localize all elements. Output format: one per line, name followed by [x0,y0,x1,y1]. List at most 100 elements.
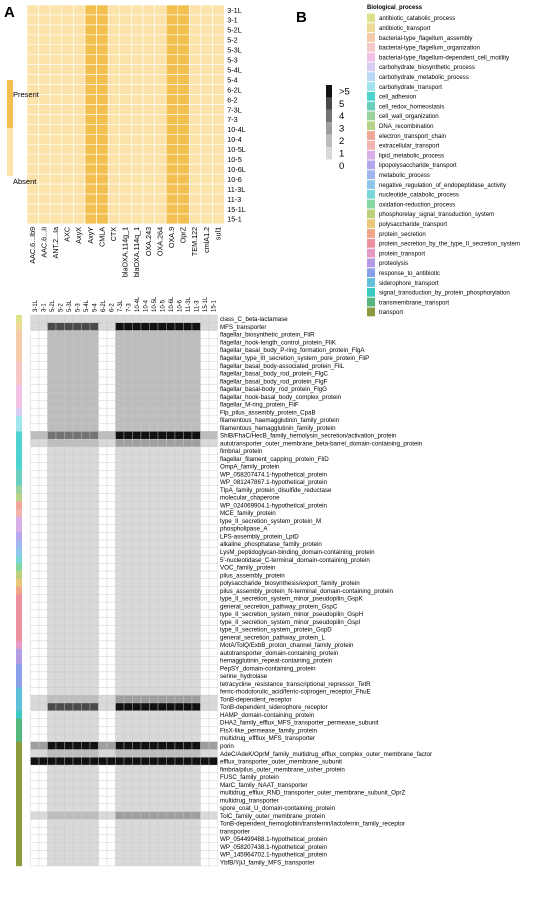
column-label: 5-2L [50,299,56,312]
count-cell [72,733,82,742]
presence-cell [189,34,202,46]
count-cell [183,330,193,339]
count-cell [208,524,218,533]
count-cell [30,446,40,455]
presence-cell [165,213,179,225]
count-cell [98,671,108,680]
category-strip-cell [16,493,22,502]
count-cell [81,586,91,595]
count-cell [89,361,99,370]
count-cell [98,710,108,719]
count-cell [140,679,150,688]
presence-cell [212,183,225,195]
count-cell [81,834,91,843]
count-cell [208,586,218,595]
presence-cell [131,144,144,155]
presence-cell [84,144,97,155]
count-cell [98,376,108,386]
count-cell [106,431,116,440]
count-cell [208,780,218,789]
count-cell [72,369,82,378]
presence-cell [131,153,144,165]
count-cell [64,826,74,836]
count-cell [115,772,125,781]
presence-cell [119,114,132,125]
count-cell [30,532,40,541]
count-cell [208,539,218,548]
category-strip-cell [16,446,22,455]
count-cell [89,532,99,541]
count-cell [81,609,91,618]
count-cell [55,485,65,494]
count-cell [166,632,176,642]
count-cell [200,392,210,401]
count-cell [81,400,91,409]
count-cell [38,609,48,618]
count-cell [157,803,167,812]
category-swatch [367,199,375,209]
presence-cell [38,44,51,56]
presence-cell [200,34,213,46]
category-label: lipid_metabolic_process [379,152,444,159]
count-cell [72,679,82,688]
presence-cell [154,24,167,36]
gene-label: flagellar_filament_capping_protein_FliD [220,456,329,463]
count-cell [140,749,150,758]
gene-label: flagellar_hook-basal_body_complex_protei… [220,394,342,401]
count-cell [208,718,218,727]
count-cell [132,516,142,525]
count-cell [200,601,210,611]
count-cell [123,710,133,719]
count-cell [208,384,218,393]
count-cell [98,702,108,711]
count-cell [174,594,184,603]
count-cell [72,555,82,564]
count-cell [149,648,159,657]
count-cell [157,539,167,548]
count-cell [115,353,125,362]
presence-cell [142,14,155,26]
presence-cell [177,153,190,165]
column-label: 5-2 [58,303,64,312]
count-cell [106,656,116,665]
count-cell [200,795,210,805]
count-cell [30,772,40,781]
count-cell [157,795,167,805]
column-label: 15-1L [203,296,209,312]
count-cell [123,493,133,502]
presence-cell [119,34,132,46]
presence-cell [177,114,190,125]
count-cell [132,501,142,510]
count-cell [64,524,74,533]
count-cell [140,423,150,432]
count-cell [166,446,176,455]
count-cell [123,438,133,448]
count-cell [166,741,176,750]
presence-cell [49,183,63,195]
count-cell [106,438,116,448]
presence-cell [119,153,132,165]
count-cell [149,594,159,603]
count-cell [64,834,74,843]
count-cell [183,780,193,789]
count-cell [174,384,184,393]
presence-cell [200,124,213,135]
presence-cell [49,193,63,205]
count-cell [81,555,91,564]
presence-cell [73,44,86,56]
presence-cell [165,104,179,115]
count-cell [157,726,167,735]
count-cell [149,695,159,704]
count-cell [81,501,91,510]
count-cell [208,423,218,432]
count-cell [55,400,65,409]
count-cell [174,609,184,618]
presence-cell [96,144,109,155]
count-cell [140,524,150,533]
count-cell [30,858,40,867]
gene-label: class_C_beta-lactamase [220,316,288,323]
gene-label: type_II_secretion_system_protein_GspD [220,627,332,634]
count-cell [106,695,116,704]
count-cell [132,586,142,595]
count-cell [38,353,48,362]
